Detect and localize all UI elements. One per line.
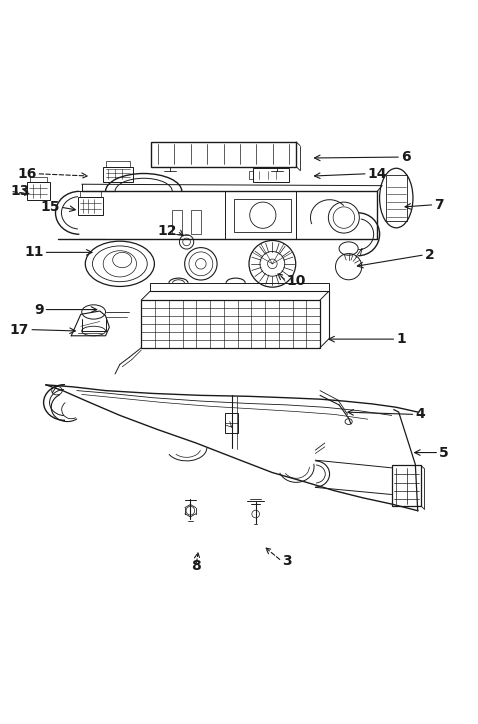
Text: 3: 3 — [282, 555, 292, 568]
Text: 17: 17 — [10, 323, 29, 337]
Bar — [27, 182, 50, 200]
Bar — [30, 177, 47, 182]
Bar — [391, 466, 421, 506]
Text: 6: 6 — [401, 150, 411, 164]
Bar — [172, 211, 182, 235]
Bar — [103, 167, 133, 182]
Text: 14: 14 — [368, 167, 387, 181]
Text: 10: 10 — [287, 274, 306, 288]
Bar — [78, 197, 103, 215]
Text: 12: 12 — [158, 224, 177, 238]
Text: 15: 15 — [41, 200, 60, 214]
Text: 16: 16 — [17, 167, 36, 181]
Text: 11: 11 — [24, 245, 43, 259]
Text: 5: 5 — [439, 445, 449, 460]
Text: 9: 9 — [34, 303, 43, 316]
Bar — [386, 175, 407, 221]
Bar — [106, 161, 130, 167]
Bar — [234, 198, 292, 232]
Bar — [141, 300, 320, 348]
Bar — [150, 283, 328, 292]
Bar — [250, 171, 253, 180]
Bar — [225, 413, 238, 434]
Text: 8: 8 — [191, 559, 201, 573]
Text: 13: 13 — [10, 185, 30, 198]
Bar — [80, 191, 101, 197]
Bar — [191, 211, 201, 235]
Text: 4: 4 — [415, 408, 425, 421]
Bar — [253, 169, 289, 182]
Text: 2: 2 — [425, 248, 435, 262]
Text: 1: 1 — [396, 332, 406, 346]
Bar — [151, 142, 296, 167]
Text: 7: 7 — [435, 198, 444, 211]
